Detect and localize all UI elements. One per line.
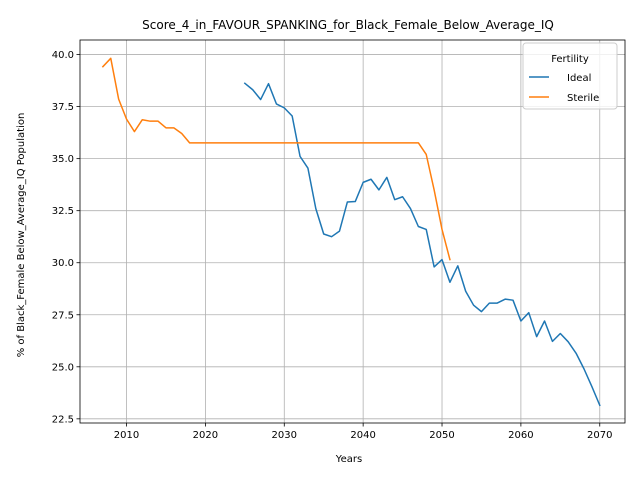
x-tick-label: 2040 (350, 430, 375, 441)
x-axis: 2010 2020 2030 2040 2050 2060 2070 (114, 423, 612, 441)
gridlines (80, 40, 625, 423)
y-tick-label: 37.5 (52, 102, 74, 113)
y-tick-label: 32.5 (52, 206, 74, 217)
x-tick-label: 2020 (193, 430, 218, 441)
x-tick-label: 2010 (114, 430, 139, 441)
series-line-ideal (243, 82, 601, 407)
y-axis-label: % of Black_Female Below_Average_IQ Popul… (16, 113, 27, 358)
x-tick-label: 2030 (272, 430, 297, 441)
legend: Fertility Ideal Sterile (522, 42, 618, 110)
legend-box (522, 42, 618, 110)
y-tick-label: 30.0 (52, 258, 74, 269)
legend-label-ideal: Ideal (567, 73, 591, 84)
x-tick-label: 2050 (429, 430, 454, 441)
legend-title: Fertility (551, 54, 589, 65)
series-line-sterile (101, 57, 451, 261)
x-tick-label: 2070 (587, 430, 612, 441)
x-axis-label: Years (335, 454, 362, 465)
x-tick-label: 2060 (508, 430, 533, 441)
legend-label-sterile: Sterile (567, 93, 599, 104)
y-tick-label: 27.5 (52, 310, 74, 321)
y-tick-label: 40.0 (52, 50, 74, 61)
y-tick-label: 35.0 (52, 154, 74, 165)
series-layer (101, 57, 601, 407)
y-tick-label: 25.0 (52, 362, 74, 373)
y-axis: 22.5 25.0 27.5 30.0 32.5 35.0 37.5 40.0 (52, 50, 80, 425)
chart-title: Score_4_in_FAVOUR_SPANKING_for_Black_Fem… (142, 18, 554, 32)
plot-frame (79, 39, 626, 424)
y-tick-label: 22.5 (52, 414, 74, 425)
